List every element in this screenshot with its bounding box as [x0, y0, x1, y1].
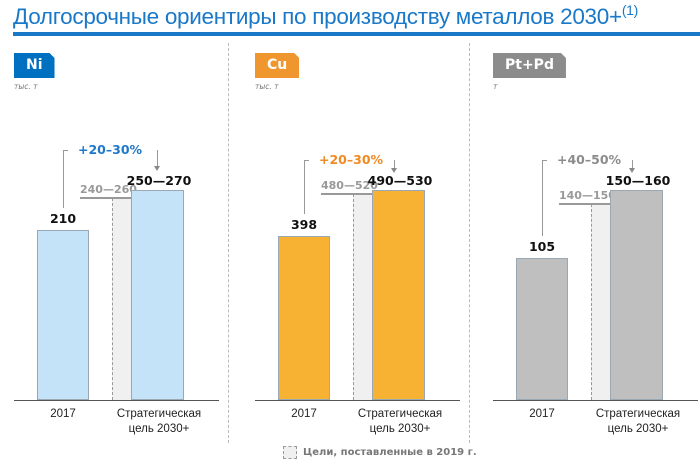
- x-tick-2017: 2017: [50, 408, 76, 420]
- panel-divider: [228, 43, 229, 443]
- value-label-target: 150—160: [605, 173, 671, 188]
- arrow-down-icon: [154, 166, 160, 171]
- prev-target-bar: [112, 198, 131, 400]
- legend-swatch-dashed: [283, 446, 297, 459]
- bar-2017: [516, 257, 568, 400]
- bracket-tick: [304, 160, 309, 161]
- unit-label: тыс. т: [255, 82, 279, 91]
- bar-2017: [278, 236, 330, 400]
- x-tick-target: Стратегическая цель 2030+: [116, 408, 202, 435]
- unit-label: тыс. т: [14, 82, 38, 91]
- growth-label: +40–50%: [557, 152, 622, 167]
- x-tick-2017: 2017: [291, 408, 317, 420]
- bracket-line: [63, 150, 64, 209]
- x-axis: [255, 400, 460, 401]
- x-tick-target: Стратегическая цель 2030+: [595, 408, 681, 435]
- bracket-tick: [542, 160, 547, 161]
- arrow-down-icon: [391, 168, 397, 173]
- x-tick-target: Стратегическая цель 2030+: [357, 408, 443, 435]
- legend: Цели, поставленные в 2019 г.: [283, 446, 477, 459]
- unit-label: т: [493, 82, 498, 91]
- metal-badge: Ni: [14, 53, 55, 78]
- bar-2017: [37, 230, 89, 400]
- page-title: Долгосрочные ориентиры по производству м…: [13, 2, 639, 29]
- bracket-line: [304, 160, 305, 215]
- legend-label: Цели, поставленные в 2019 г.: [303, 447, 477, 458]
- panel-pt-pd: Pt+Pd т 140—150 105 150—160 +40–50% 2017…: [493, 43, 698, 443]
- value-label-2017: 210: [49, 211, 77, 227]
- arrow-line: [632, 160, 633, 168]
- prev-target-line: [559, 202, 611, 205]
- value-label-target: 250—270: [126, 173, 192, 188]
- bar-target-2030: [131, 190, 184, 400]
- metal-badge: Pt+Pd: [493, 53, 566, 78]
- prev-target-line: [80, 197, 132, 200]
- arrow-line: [157, 150, 158, 166]
- arrow-down-icon: [629, 168, 635, 173]
- x-tick-2017: 2017: [529, 408, 555, 420]
- prev-target-label: 140—150: [559, 188, 616, 202]
- prev-target-line: [321, 193, 373, 196]
- bar-target-2030: [610, 190, 663, 400]
- growth-label: +20–30%: [78, 142, 143, 157]
- title-rule: [13, 32, 700, 36]
- x-axis: [493, 400, 698, 401]
- bar-target-2030: [372, 190, 425, 400]
- value-label-2017: 398: [290, 217, 318, 233]
- prev-target-bar: [353, 194, 372, 400]
- prev-target-bar: [591, 203, 610, 400]
- prev-target-label: 240—260: [80, 183, 137, 197]
- growth-label: +20–30%: [319, 152, 384, 167]
- metal-badge: Cu: [255, 53, 299, 78]
- value-label-target: 490—530: [367, 173, 433, 188]
- panel-divider: [469, 43, 470, 443]
- title-footnote: (1): [621, 2, 639, 18]
- panel-cu: Cu тыс. т 480—520 398 490—530 +20–30% 20…: [255, 43, 460, 443]
- prev-target-label: 480—520: [321, 179, 378, 193]
- bracket-line: [542, 160, 543, 236]
- panel-ni: Ni тыс. т 240—260 210 250—270 +20–30% 20…: [14, 43, 219, 443]
- value-label-2017: 105: [528, 238, 556, 254]
- bracket-tick: [63, 150, 68, 151]
- arrow-line: [394, 160, 395, 168]
- x-axis: [14, 400, 219, 401]
